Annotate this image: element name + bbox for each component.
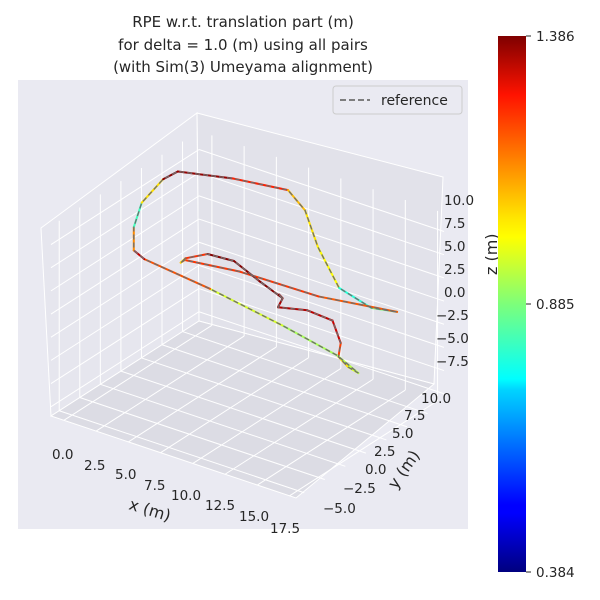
grid-line: [50, 264, 200, 361]
grid-line: [289, 400, 438, 497]
grid-line: [192, 368, 342, 464]
grid-line: [198, 195, 445, 279]
legend-box: [332, 85, 463, 115]
x-tick-7-5: 7.5: [144, 478, 165, 494]
grid-line: [50, 241, 200, 338]
grid-line: [161, 344, 408, 428]
colorbar-gradient: [498, 36, 526, 572]
grid-line: [50, 218, 200, 315]
grid-line: [50, 288, 200, 384]
grid-line: [198, 288, 445, 372]
grid-line: [59, 410, 305, 494]
z-tick-7-5: 7.5: [444, 216, 465, 232]
trajectory: [132, 170, 399, 375]
grid-line: [198, 172, 445, 256]
grid-line: [198, 149, 445, 233]
z-tick-5: 5.0: [444, 239, 465, 255]
colorbar-tick-min: 0.384: [536, 565, 575, 581]
z-axis-label: z (m): [482, 233, 501, 275]
colorbar: 1.386 0.885 0.384: [498, 29, 575, 581]
z-tick-2-5: 2.5: [444, 262, 465, 278]
grid-line: [50, 149, 200, 245]
x-tick-2-5: 2.5: [84, 458, 105, 474]
grid-line: [50, 311, 200, 408]
grid-line: [128, 346, 277, 443]
grid-line: [100, 383, 346, 467]
z-tick-minus-2-5: −2.5: [436, 308, 469, 324]
y-axis-ticks: −5.0 −2.5 0.0 2.5 5.0 7.5 10.0: [323, 391, 451, 517]
colorbar-tick-mid: 0.885: [536, 297, 575, 313]
z-tick-0: 0.0: [444, 285, 465, 301]
reference-line: [133, 170, 398, 374]
legend: reference: [332, 85, 463, 115]
trajectory-segment: [184, 253, 209, 260]
grid-line: [198, 264, 445, 348]
x-tick-10: 10.0: [171, 488, 201, 504]
y-tick-2-5: 2.5: [374, 444, 395, 460]
grid-line: [95, 335, 245, 432]
grid-line: [50, 172, 200, 269]
trajectory-segment: [306, 309, 334, 322]
grid-line: [198, 241, 445, 325]
title-line-1: RPE w.r.t. translation part (m): [132, 13, 354, 31]
grid-line: [257, 389, 406, 486]
x-axis-ticks: 0.0 2.5 5.0 7.5 10.0 12.5 15.0 17.5: [52, 447, 300, 537]
z-tick-minus-5: −5.0: [436, 331, 469, 347]
z-tick-10: 10.0: [444, 193, 474, 209]
grid-line: [120, 370, 367, 454]
title-line-3: (with Sim(3) Umeyama alignment): [113, 58, 373, 76]
grid-line: [50, 195, 200, 292]
legend-reference-label: reference: [381, 93, 448, 109]
grid-line: [198, 311, 445, 395]
grid-line: [198, 218, 445, 302]
colorbar-tick-max: 1.386: [536, 29, 575, 45]
x-tick-15: 15.0: [239, 509, 269, 525]
y-tick-minus-2-5: −2.5: [343, 481, 376, 497]
chart-title: RPE w.r.t. translation part (m) for delt…: [113, 13, 373, 76]
grid: [50, 135, 445, 497]
y-tick-7-5: 7.5: [404, 408, 425, 424]
x-tick-12-5: 12.5: [205, 498, 235, 514]
grid-line: [160, 357, 309, 454]
y-tick-0: 0.0: [365, 462, 386, 478]
grid-line: [63, 324, 213, 421]
grid-line: [182, 331, 428, 415]
pane-floor: [49, 320, 436, 499]
y-tick-10: 10.0: [421, 391, 451, 407]
x-tick-5: 5.0: [115, 467, 136, 483]
grid-line: [224, 378, 374, 475]
y-tick-minus-5: −5.0: [323, 501, 356, 517]
x-tick-0: 0.0: [52, 447, 73, 463]
title-line-2: for delta = 1.0 (m) using all pairs: [118, 36, 368, 54]
grid-line: [141, 357, 387, 441]
z-tick-minus-7-5: −7.5: [436, 354, 469, 370]
z-axis-ticks: 10.0 7.5 5.0 2.5 0.0 −2.5 −5.0 −7.5: [436, 193, 474, 370]
grid-line: [79, 397, 325, 481]
y-tick-5: 5.0: [392, 426, 413, 442]
x-tick-17-5: 17.5: [270, 521, 300, 537]
trajectory-segment: [316, 246, 341, 289]
